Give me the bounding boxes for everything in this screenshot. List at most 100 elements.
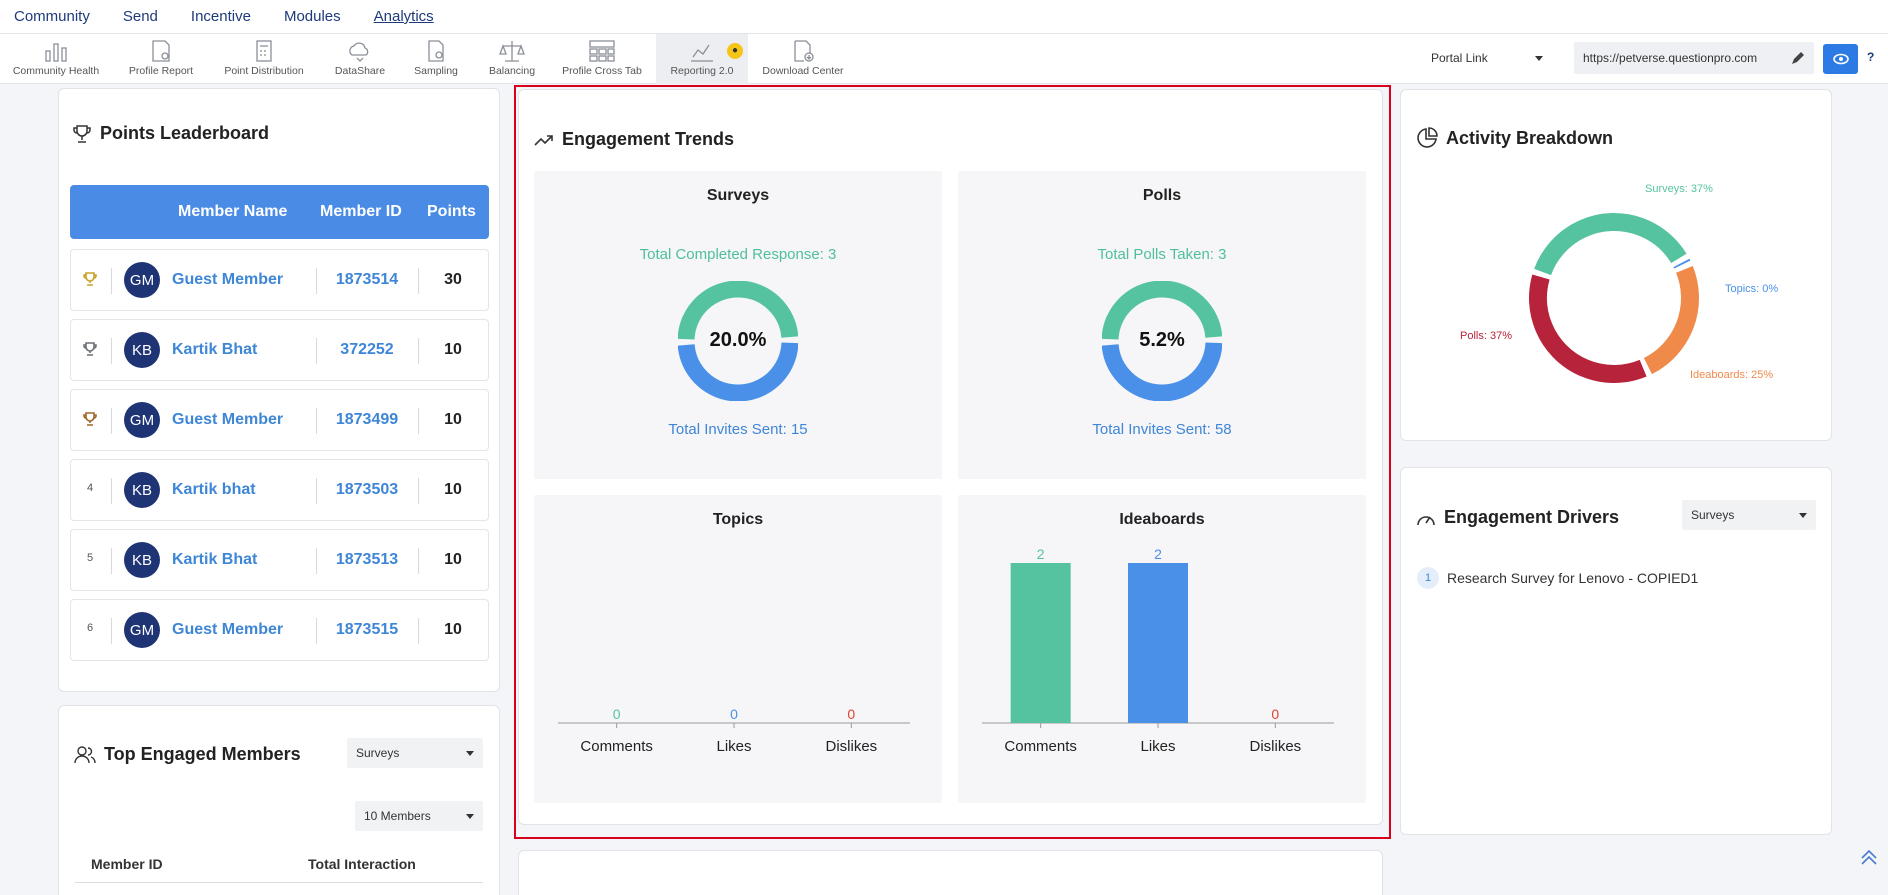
member-id[interactable]: 1873503 xyxy=(335,481,399,498)
member-name[interactable]: Guest Member xyxy=(172,621,284,638)
portal-url-field[interactable]: https://petverse.questionpro.com xyxy=(1574,42,1814,74)
nav-analytics[interactable]: Analytics xyxy=(373,8,434,25)
col-member-name: Member Name xyxy=(178,203,288,220)
tool-balancing[interactable]: Balancing xyxy=(486,34,538,84)
tool-download-center[interactable]: Download Center xyxy=(762,34,844,84)
top-engaged-card xyxy=(58,705,500,895)
member-id[interactable]: 1873515 xyxy=(335,621,399,638)
tick-label: Likes xyxy=(1140,738,1175,755)
trending-up-icon xyxy=(534,134,553,146)
col-total-interaction: Total Interaction xyxy=(308,856,416,872)
cross-tab-icon xyxy=(589,40,615,62)
tick-label: Likes xyxy=(716,738,751,755)
portal-link-label: Portal Link xyxy=(1431,51,1488,65)
leaderboard-row[interactable]: GM Guest Member 1873514 30 xyxy=(70,249,489,311)
leaderboard-row[interactable]: 5 KB Kartik Bhat 1873513 10 xyxy=(70,529,489,591)
slice-label-topics: Topics: 0% xyxy=(1725,283,1778,295)
nav-incentive[interactable]: Incentive xyxy=(190,8,251,25)
leaderboard-row[interactable]: 4 KB Kartik bhat 1873503 10 xyxy=(70,459,489,521)
slice-label-polls: Polls: 37% xyxy=(1460,330,1512,342)
polls-donut xyxy=(1102,281,1222,401)
engagement-drivers-title-text: Engagement Drivers xyxy=(1444,507,1620,527)
polls-title: Polls xyxy=(1142,187,1182,204)
member-id[interactable]: 1873499 xyxy=(335,411,399,428)
trophy-icon xyxy=(83,412,97,429)
preview-button[interactable] xyxy=(1823,44,1858,74)
member-points: 10 xyxy=(444,551,462,568)
top-engaged-title: Top Engaged Members xyxy=(74,744,301,765)
donut-taken-arc xyxy=(1102,281,1222,401)
ideaboards-panel: Ideaboards 2 Comments 2 Likes 0 Dislikes xyxy=(958,495,1366,803)
divider xyxy=(316,478,317,504)
topics-panel: Topics 0 Comments 0 Likes 0 Dislikes xyxy=(534,495,942,803)
member-id[interactable]: 372252 xyxy=(340,341,394,358)
driver-item[interactable]: 1 Research Survey for Lenovo - COPIED1 xyxy=(1417,567,1698,589)
tool-label: DataShare xyxy=(334,65,386,77)
avatar: GM xyxy=(124,262,160,298)
member-id[interactable]: 1873514 xyxy=(335,271,399,288)
bar xyxy=(1010,563,1071,723)
surveys-title: Surveys xyxy=(706,187,770,204)
member-name[interactable]: Kartik Bhat xyxy=(172,551,258,568)
top-navigation: Community Send Incentive Modules Analyti… xyxy=(0,0,1888,34)
tool-datashare[interactable]: DataShare xyxy=(332,34,388,84)
profile-report-icon xyxy=(152,40,170,62)
trophy-icon xyxy=(83,342,97,359)
bar-value-label: 0 xyxy=(730,706,738,722)
driver-label: Research Survey for Lenovo - COPIED1 xyxy=(1447,570,1699,586)
leaderboard-row[interactable]: 6 GM Guest Member 1873515 10 xyxy=(70,599,489,661)
divider xyxy=(111,478,112,504)
tick-label: Comments xyxy=(580,738,653,755)
engagement-drivers-select[interactable]: Surveys xyxy=(1682,500,1816,530)
select-value: Surveys xyxy=(356,746,400,760)
donut-completed-arc xyxy=(678,281,798,401)
nav-modules[interactable]: Modules xyxy=(283,8,341,25)
leaderboard-row[interactable]: GM Guest Member 1873499 10 xyxy=(70,389,489,451)
bulb-icon: ● xyxy=(727,43,743,59)
surveys-percent: 20.0% xyxy=(709,329,767,351)
tool-profile-report[interactable]: Profile Report xyxy=(124,34,198,84)
tool-community-health[interactable]: Community Health xyxy=(8,34,104,84)
tool-profile-cross-tab[interactable]: Profile Cross Tab xyxy=(562,34,642,84)
surveys-completed: Total Completed Response: 3 xyxy=(639,246,837,263)
rank-number: 4 xyxy=(86,482,94,494)
member-name[interactable]: Guest Member xyxy=(172,411,284,428)
divider xyxy=(316,548,317,574)
tool-label: Point Distribution xyxy=(224,65,304,77)
sampling-icon xyxy=(428,40,444,62)
member-id[interactable]: 1873513 xyxy=(335,551,399,568)
slice-label-surveys: Surveys: 37% xyxy=(1645,183,1713,195)
ideaboards-bar-chart: 2 Comments 2 Likes 0 Dislikes xyxy=(982,546,1334,755)
chevron-down-icon xyxy=(466,813,474,819)
leaderboard-row[interactable]: KB Kartik Bhat 372252 10 xyxy=(70,319,489,381)
tool-sampling[interactable]: Sampling xyxy=(410,34,462,84)
tool-point-distribution[interactable]: Point Distribution xyxy=(220,34,308,84)
member-name[interactable]: Guest Member xyxy=(172,271,284,288)
chevron-down-icon xyxy=(1535,55,1543,61)
member-points: 10 xyxy=(444,341,462,358)
col-member-id: Member ID xyxy=(320,203,402,220)
tool-reporting-2[interactable]: Reporting 2.0 ● xyxy=(656,34,748,84)
engagement-drivers-title: Engagement Drivers xyxy=(1416,507,1619,528)
portal-link-select[interactable]: Portal Link xyxy=(1421,42,1553,74)
bar-value-label: 0 xyxy=(613,706,621,722)
nav-send[interactable]: Send xyxy=(122,8,158,25)
divider xyxy=(418,268,419,294)
member-name[interactable]: Kartik bhat xyxy=(172,481,256,498)
avatar: GM xyxy=(124,612,160,648)
rank-number: 5 xyxy=(86,552,94,564)
top-engaged-count-select[interactable]: 10 Members xyxy=(355,801,483,831)
member-name[interactable]: Kartik Bhat xyxy=(172,341,258,358)
top-engaged-type-select[interactable]: Surveys xyxy=(347,738,483,768)
scroll-to-top-icon[interactable] xyxy=(1860,848,1878,866)
divider xyxy=(111,408,112,434)
help-icon[interactable]: ? xyxy=(1867,50,1875,64)
pencil-icon[interactable] xyxy=(1790,50,1806,66)
divider xyxy=(418,478,419,504)
slice-polls xyxy=(1529,213,1699,383)
nav-community[interactable]: Community xyxy=(14,8,90,25)
surveys-invites: Total Invites Sent: 15 xyxy=(668,421,808,438)
rank-number: 6 xyxy=(86,622,94,634)
divider xyxy=(111,618,112,644)
slice-ideaboards xyxy=(1529,213,1699,383)
